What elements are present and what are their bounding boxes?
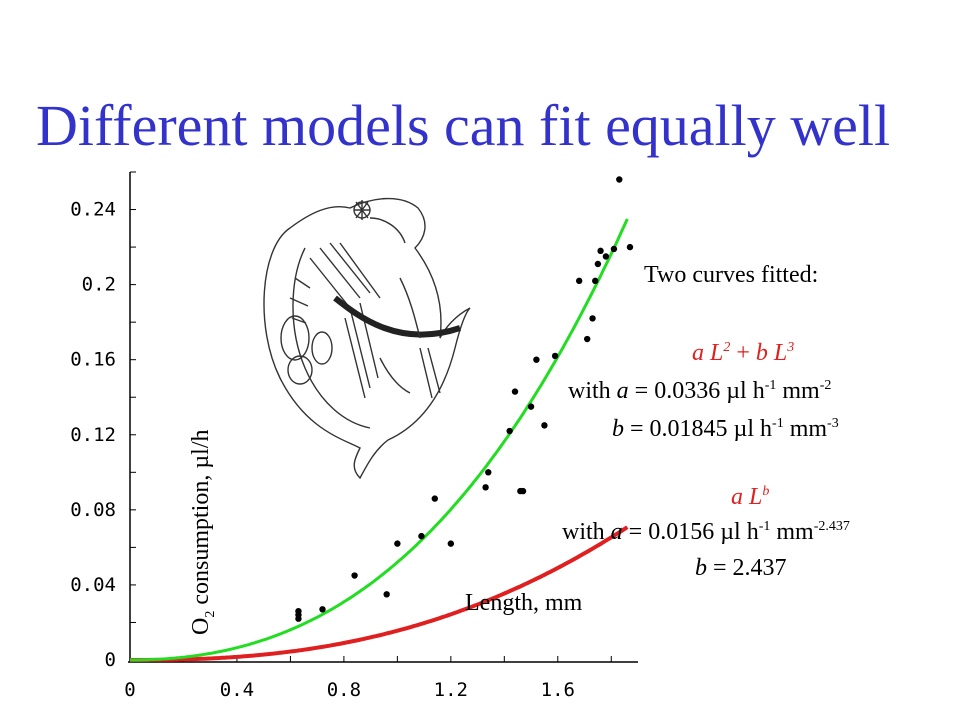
data-point — [594, 260, 602, 268]
x-tick-label: 0.8 — [327, 679, 361, 701]
data-point — [418, 532, 425, 540]
model2-param-a: with a = 0.0156 µl h-1 mm-2.437 — [562, 519, 850, 545]
model1-param-a: with a = 0.0336 µl h-1 mm-2 — [568, 378, 832, 404]
polynomial-curve — [130, 218, 629, 662]
y-tick-label: 0.16 — [70, 349, 116, 371]
x-tick-label: 1.2 — [434, 679, 468, 701]
data-point — [485, 469, 492, 476]
x-axis-label: Length, mm — [465, 590, 583, 616]
data-point — [533, 356, 540, 363]
y-tick-label: 0.2 — [82, 274, 116, 296]
data-point — [602, 253, 610, 260]
x-tick-label: 0 — [124, 679, 135, 701]
y-tick-label: 0.08 — [70, 499, 116, 521]
fitted-curves — [130, 218, 629, 662]
data-point — [431, 495, 438, 502]
data-points — [295, 176, 634, 622]
data-point — [351, 572, 358, 579]
data-point — [589, 315, 596, 322]
data-point — [527, 403, 535, 410]
data-point — [610, 245, 618, 253]
y-tick-label: 0.24 — [70, 199, 116, 221]
power-law-curve — [130, 525, 629, 662]
data-point — [592, 277, 599, 285]
chart-axes — [128, 171, 638, 663]
data-point — [584, 335, 591, 343]
model1-formula: a L2 + b L3 — [692, 340, 795, 366]
data-point — [626, 243, 634, 251]
y-tick-label: 0 — [105, 649, 116, 671]
data-point — [447, 540, 455, 547]
tick-labels: 0 0.04 0.08 0.12 0.16 0.2 0.24 0 0.4 0.8 1.2 1.6 — [70, 199, 575, 701]
y-axis-label: O2 consumption, µl/h — [188, 429, 218, 635]
model2-param-b: b = 2.437 — [695, 555, 787, 581]
data-point — [597, 247, 604, 255]
model1-param-b: b = 0.01845 µl h-1 mm-3 — [612, 416, 839, 442]
data-point — [541, 422, 548, 429]
daphnia-illustration — [263, 197, 471, 480]
y-tick-label: 0.12 — [70, 424, 116, 446]
data-point — [506, 427, 513, 435]
data-point — [551, 352, 559, 360]
model2-formula: a Lb — [731, 484, 770, 510]
slide-title: Different models can fit equally well — [36, 93, 891, 158]
data-point — [616, 176, 623, 183]
data-point — [511, 388, 519, 395]
data-point — [482, 484, 489, 491]
data-point — [519, 487, 527, 495]
y-tick-label: 0.04 — [70, 574, 116, 596]
x-tick-label: 1.6 — [541, 679, 575, 701]
data-point — [319, 606, 326, 613]
data-point — [383, 591, 390, 598]
data-point — [575, 277, 583, 285]
data-point — [295, 615, 302, 622]
x-tick-label: 0.4 — [220, 679, 254, 701]
legend-heading: Two curves fitted: — [644, 262, 819, 288]
data-point — [394, 540, 401, 547]
